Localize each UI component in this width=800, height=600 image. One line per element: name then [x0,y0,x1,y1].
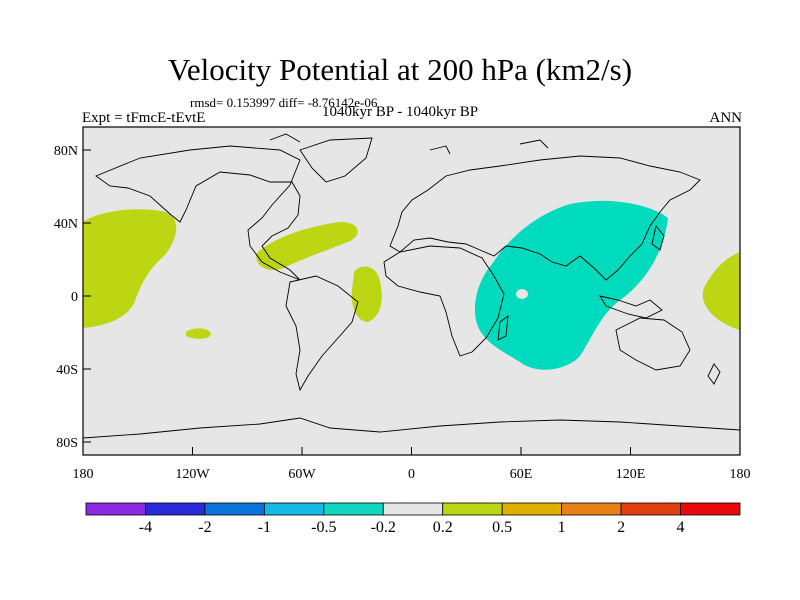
stats-label: rmsd= 0.153997 diff= -8.76142e-06 [190,95,378,110]
colorbar [85,502,741,516]
colorbar-labels: -4 -2 -1 -0.5 -0.2 0.2 0.5 1 2 4 [139,519,685,536]
coast-japan [651,224,665,251]
colorbar-label-8: 2 [617,519,625,536]
coast-south-america [285,275,359,392]
y-label-0: 0 [71,290,78,305]
y-label-40s: 40S [56,363,78,378]
colorbar-box-9 [620,502,681,516]
colorbar-box-3 [263,502,325,516]
coast-indonesia [599,295,663,319]
coast-new-zealand [707,363,721,385]
coast-madagascar [497,315,509,341]
y-label-40n: 40N [54,217,78,232]
colorbar-label-1: -2 [198,519,211,536]
colorbar-label-3: -0.5 [311,519,336,536]
x-label-120e: 120E [616,467,646,482]
colorbar-box-8 [561,502,622,516]
tick-marks [82,149,741,455]
period-label: 1040kyr BP - 1040kyr BP [322,104,479,120]
coast-europe [389,155,701,281]
x-label-0: 0 [408,467,415,482]
experiment-label: Expt = tFmcE-tEvtE [82,110,206,126]
coastlines [83,133,740,439]
colorbar-label-4: -0.2 [371,519,396,536]
coast-australia [615,317,691,371]
coast-greenland [299,137,373,183]
colorbar-label-5: 0.2 [433,519,453,536]
positive-region-east-pacific [702,252,740,330]
coast-africa [383,245,505,357]
colorbar-box-4 [323,502,384,516]
colorbar-box-10 [680,502,741,516]
positive-region-south-pacific [186,328,211,339]
y-label-80s: 80S [56,436,78,451]
positive-region-south-atlantic [351,266,382,322]
colorbar-label-6: 0.5 [492,519,512,536]
colorbar-box-5 [382,502,444,516]
colorbar-box-7 [501,502,563,516]
colorbar-label-7: 1 [558,519,566,536]
colorbar-box-2 [204,502,265,516]
positive-region-atlantic-caribbean [256,222,358,270]
colorbar-label-2: -1 [258,519,271,536]
colorbar-box-6 [442,502,503,516]
x-label-120w: 120W [175,467,210,482]
negative-region-indian-ocean [474,200,668,370]
map-title: Velocity Potential at 200 hPa (km2/s) [167,52,633,87]
x-label-60e: 60E [510,467,533,482]
colorbar-label-0: -4 [139,519,152,536]
coast-arctic-islands [269,133,549,155]
x-label-180w: 180 [73,467,94,482]
y-label-80n: 80N [54,144,78,159]
colorbar-box-1 [145,502,206,516]
coast-north-america [95,145,301,281]
x-label-60w: 60W [288,467,316,482]
negative-region-hole [516,289,528,299]
season-label: ANN [709,110,743,126]
coast-antarctica [83,417,740,439]
map-background [83,127,740,455]
positive-region-central-pacific [83,209,177,328]
colorbar-label-9: 4 [677,519,685,536]
colorbar-box-0 [85,502,146,516]
x-label-180e: 180 [730,467,751,482]
